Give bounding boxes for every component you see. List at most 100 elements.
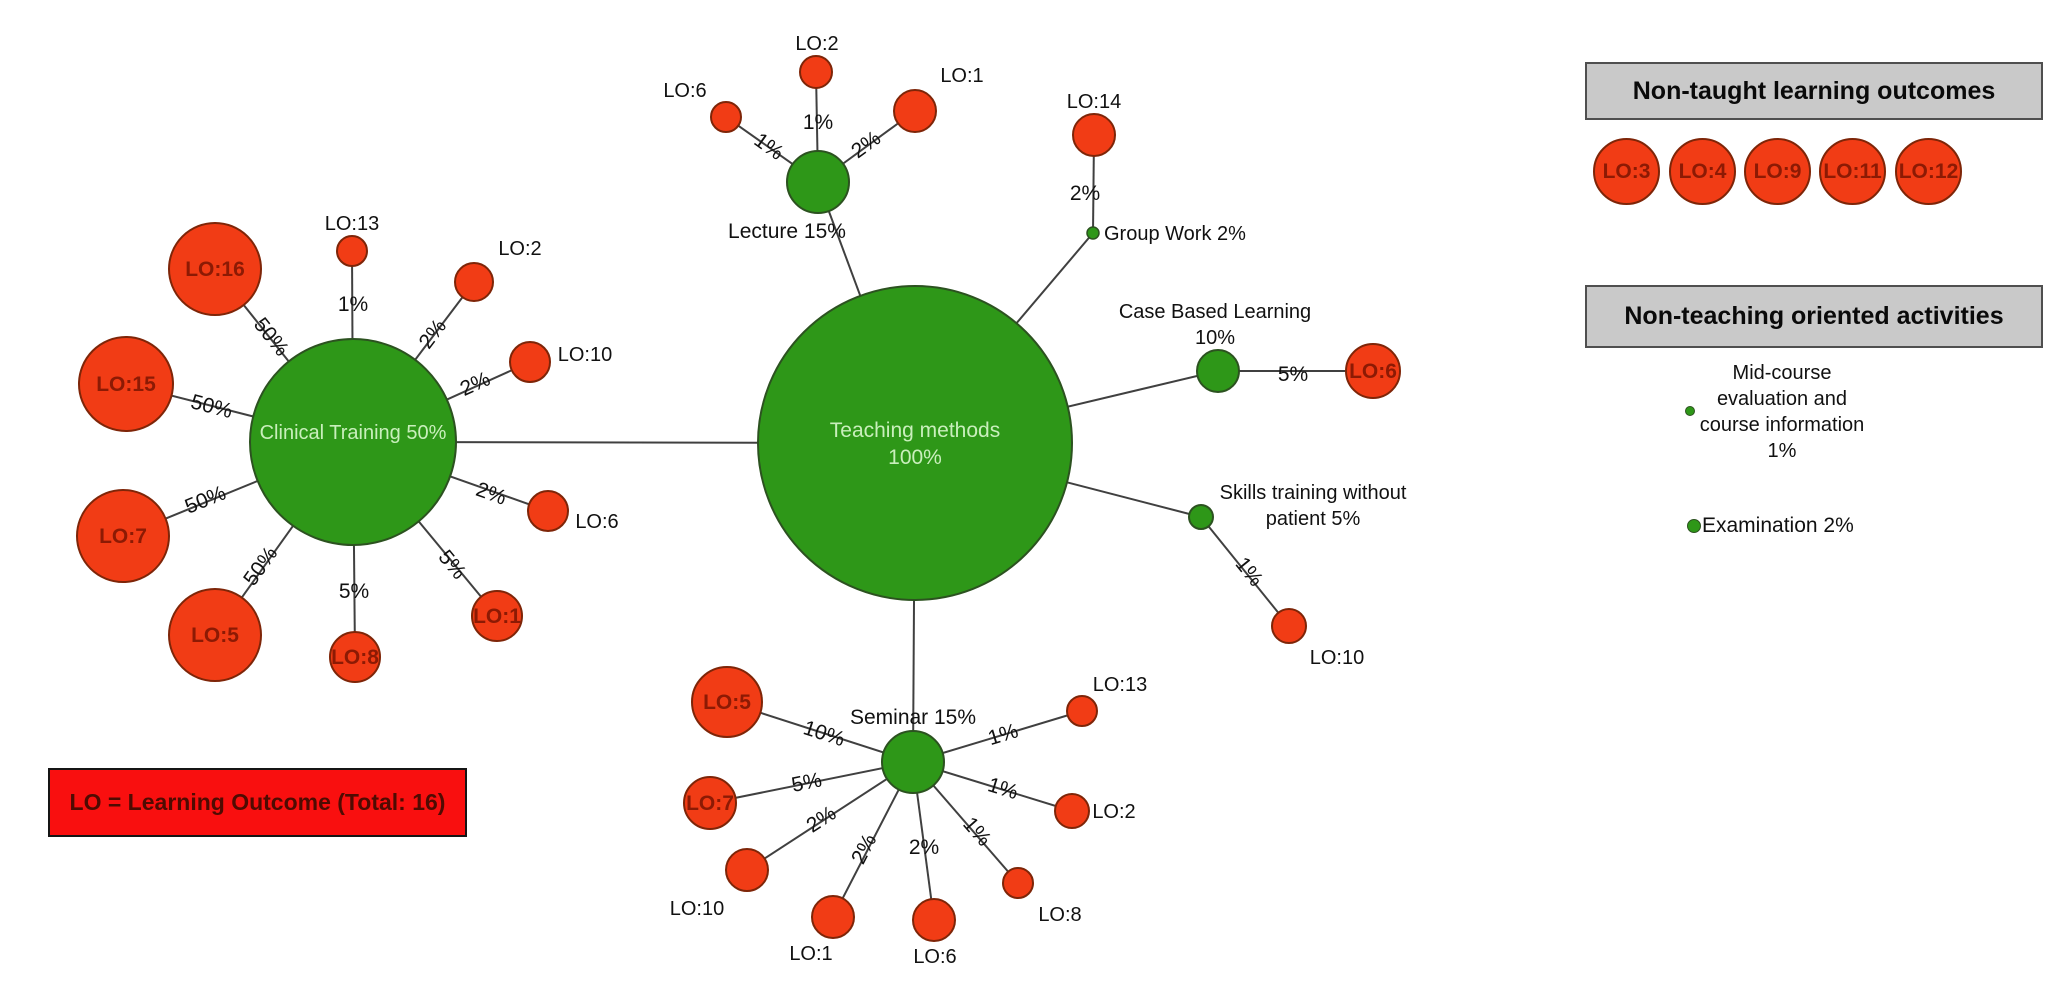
node-label-m-lo5: LO:5 (703, 691, 751, 714)
node-b-lo6 (1345, 343, 1401, 399)
node-label-c-lo1: LO:1 (473, 605, 521, 628)
node-label-c-lo16: LO:16 (185, 258, 245, 281)
node-m-lo7 (683, 776, 737, 830)
node-label-groupwork: Group Work 2% (1104, 223, 1246, 245)
node-g-lo14 (1072, 113, 1116, 157)
node-label-m-lo10: LO:10 (670, 898, 724, 920)
node-label-m-lo8: LO:8 (1038, 904, 1081, 926)
edge-label-seminar-m-lo13: 1% (985, 719, 1021, 750)
edge-label-clinical-c-lo15: 50% (188, 390, 234, 423)
edge-label-clinical-c-lo10: 2% (457, 367, 494, 400)
edge-label-seminar-m-lo6: 2% (909, 836, 939, 859)
node-label-c-lo7: LO:7 (99, 525, 147, 548)
edge-seminar-m-lo7 (709, 761, 914, 804)
node-label-s-lo10: LO:10 (1310, 647, 1364, 669)
midcourse-dot-icon (1685, 406, 1695, 416)
edge-label-skills-s-lo10: 1% (1231, 553, 1268, 591)
edge-label-lecture-l-lo2: 1% (803, 111, 833, 134)
node-teaching (757, 285, 1073, 601)
edge-label-seminar-m-lo1: 2% (847, 830, 881, 868)
midcourse-line: Mid-course (1732, 362, 1832, 384)
edge-label-clinical-c-lo7: 50% (182, 481, 230, 518)
node-label-lecture: Lecture 15% (728, 220, 846, 243)
node-label-m-lo2: LO:2 (1092, 801, 1135, 823)
non-taught-outcome-circle: LO:4 (1669, 138, 1736, 205)
node-c-lo6 (527, 490, 569, 532)
node-m-lo1 (811, 895, 855, 939)
node-label-c-lo5: LO:5 (191, 624, 239, 647)
node-label-l-lo2: LO:2 (795, 33, 838, 55)
midcourse-line: 1% (1767, 440, 1797, 462)
node-label-l-lo1: LO:1 (940, 65, 983, 87)
edge-label-seminar-m-lo7: 5% (790, 768, 824, 797)
examination-label: Examination 2% (1702, 514, 1854, 537)
non-taught-outcome-circle: LO:11 (1819, 138, 1886, 205)
node-label-g-lo14: LO:14 (1067, 91, 1121, 113)
edge-label-seminar-m-lo10: 2% (802, 802, 840, 838)
non-taught-outcome-circle: LO:12 (1895, 138, 1962, 205)
node-label-m-lo13: LO:13 (1093, 674, 1147, 696)
midcourse-line: course information (1699, 414, 1865, 436)
node-label-c-lo15: LO:15 (96, 373, 156, 396)
edge-label-clinical-c-lo6: 2% (473, 478, 509, 510)
node-label-l-lo6: LO:6 (663, 80, 706, 102)
edge-label-seminar-m-lo5: 10% (800, 716, 847, 751)
node-cbl (1196, 349, 1240, 393)
edge-label-lecture-l-lo6: 1% (750, 129, 788, 165)
non-taught-outcomes-header: Non-taught learning outcomes (1585, 62, 2043, 120)
node-label-seminar: Seminar 15% (850, 706, 976, 729)
node-c-lo15 (78, 336, 174, 432)
midcourse-line: evaluation and (1716, 388, 1848, 410)
node-l-lo2 (799, 55, 833, 89)
node-m-lo2 (1054, 793, 1090, 829)
node-m-lo6 (912, 898, 956, 942)
node-m-lo5 (691, 666, 763, 738)
non-taught-outcome-circle: LO:9 (1744, 138, 1811, 205)
node-label-c-lo2: LO:2 (498, 238, 541, 260)
node-c-lo13 (336, 235, 368, 267)
node-label-c-lo10: LO:10 (558, 344, 612, 366)
edge-label-seminar-m-lo2: 1% (985, 773, 1021, 804)
node-label-m-lo6: LO:6 (913, 946, 956, 968)
edge-label-clinical-c-lo13: 1% (338, 293, 368, 316)
non-teaching-activities-header: Non-teaching oriented activities (1585, 285, 2043, 348)
node-clinical (249, 338, 457, 546)
node-label-skills: patient 5% (1266, 508, 1361, 530)
node-c-lo7 (76, 489, 170, 583)
node-l-lo1 (893, 89, 937, 133)
node-s-lo10 (1271, 608, 1307, 644)
node-label-m-lo1: LO:1 (789, 943, 832, 965)
edge-label-cbl-b-lo6: 5% (1278, 363, 1308, 386)
node-lecture (786, 150, 850, 214)
node-label-c-lo13: LO:13 (325, 213, 379, 235)
edge-label-seminar-m-lo8: 1% (958, 813, 995, 851)
node-c-lo2 (454, 262, 494, 302)
node-label-b-lo6: LO:6 (1349, 360, 1397, 383)
edge-label-clinical-c-lo8: 5% (339, 580, 369, 603)
node-c-lo5 (168, 588, 262, 682)
midcourse-evaluation-label: Mid-course evaluation and course informa… (1694, 360, 1870, 464)
node-m-lo13 (1066, 695, 1098, 727)
edge-skills-s-lo10 (1200, 516, 1290, 627)
node-label-m-lo7: LO:7 (686, 792, 734, 815)
node-label-cbl: Case Based Learning (1119, 301, 1311, 323)
node-label-teaching: Teaching methods (830, 419, 1000, 442)
node-skills (1188, 504, 1214, 530)
node-c-lo8 (329, 631, 381, 683)
edge-label-groupwork-g-lo14: 2% (1070, 182, 1100, 205)
non-taught-outcome-circle: LO:3 (1593, 138, 1660, 205)
node-m-lo8 (1002, 867, 1034, 899)
node-groupwork (1086, 226, 1100, 240)
node-m-lo10 (725, 848, 769, 892)
edge-seminar-m-lo10 (746, 761, 914, 871)
legend-box: LO = Learning Outcome (Total: 16) (48, 768, 467, 837)
node-label-cbl: 10% (1195, 327, 1235, 349)
node-label-teaching: 100% (888, 446, 942, 469)
node-label-skills: Skills training without (1220, 482, 1407, 504)
node-c-lo1 (471, 590, 523, 642)
examination-dot-icon (1687, 519, 1701, 533)
node-label-c-lo8: LO:8 (331, 646, 379, 669)
node-c-lo16 (168, 222, 262, 316)
